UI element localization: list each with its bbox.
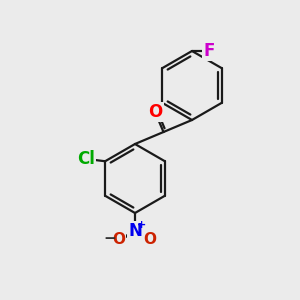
- Text: Cl: Cl: [77, 150, 94, 168]
- Text: −: −: [104, 231, 116, 246]
- Text: O: O: [148, 103, 162, 121]
- Text: O: O: [143, 232, 157, 247]
- Text: F: F: [204, 42, 215, 60]
- Text: +: +: [136, 220, 146, 230]
- Text: N: N: [128, 222, 142, 240]
- Text: O: O: [112, 232, 125, 247]
